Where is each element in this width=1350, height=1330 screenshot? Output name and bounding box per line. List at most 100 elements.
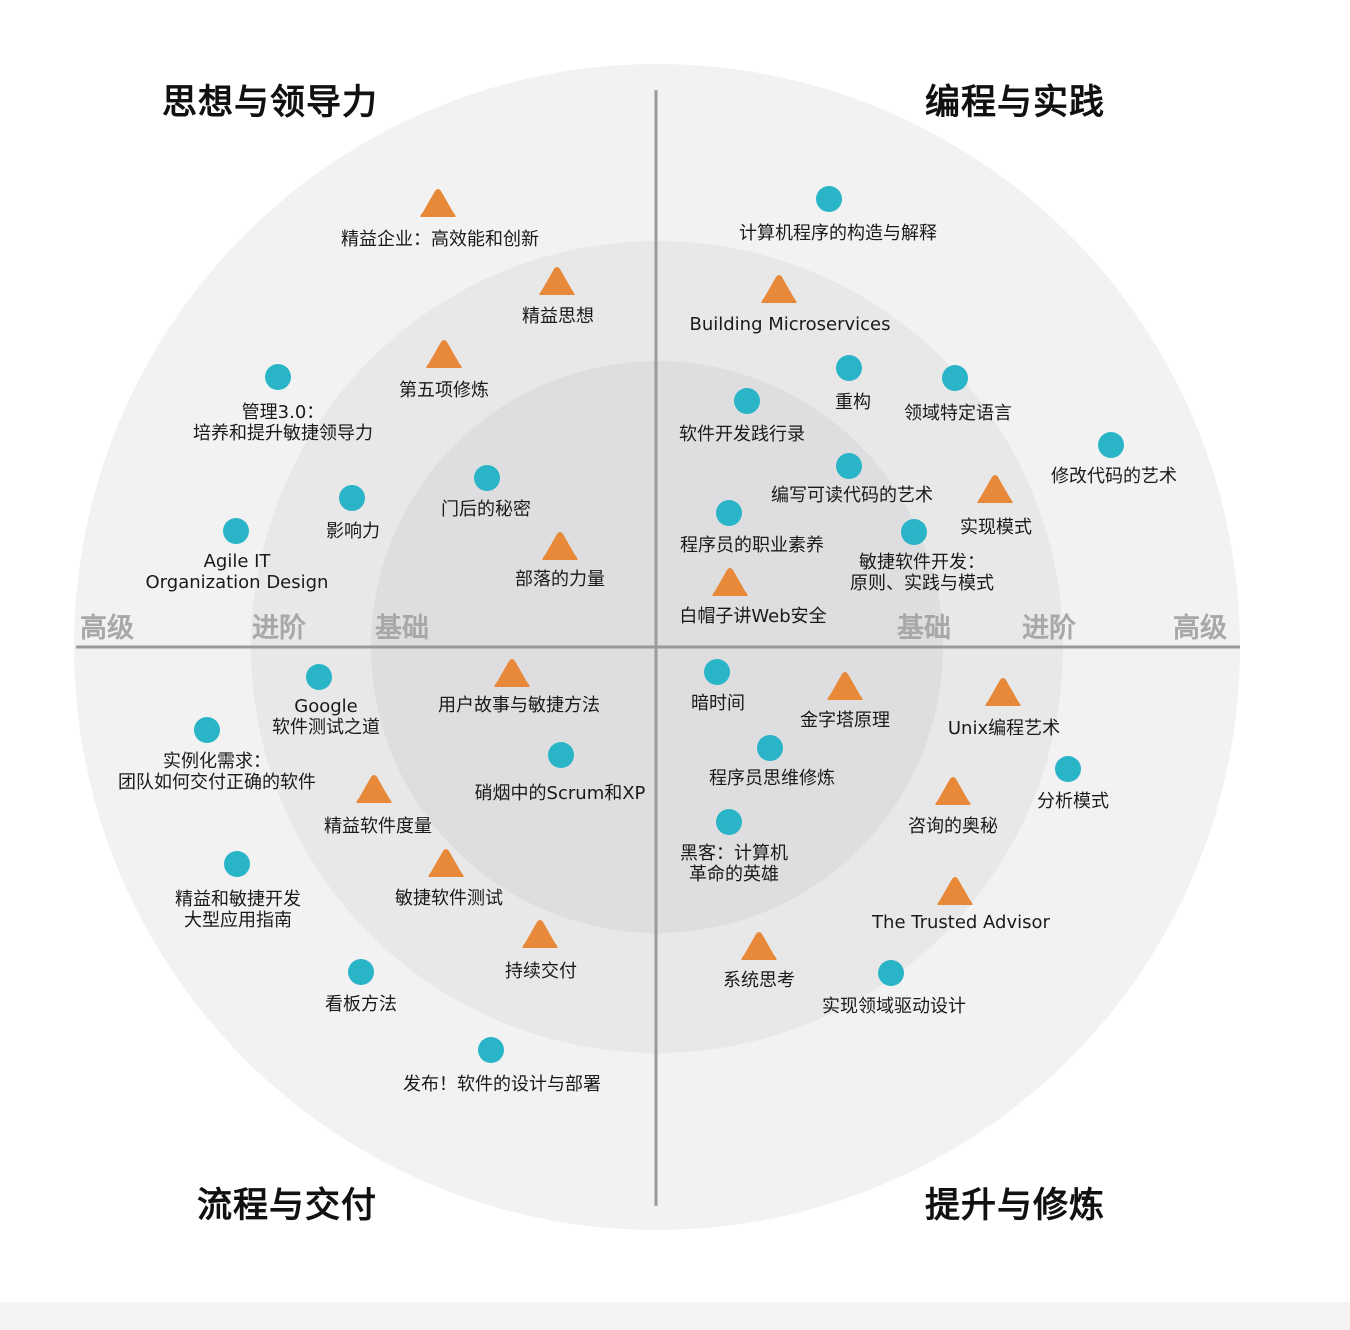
item-label: 大型应用指南	[184, 910, 292, 931]
item-kedu-daima: 编写可读代码的艺术	[771, 453, 933, 506]
triangle-marker-icon	[935, 777, 971, 805]
triangle-marker-icon	[426, 340, 462, 368]
item-label: 白帽子讲Web安全	[679, 606, 826, 627]
item-label: 计算机程序的构造与解释	[739, 223, 937, 244]
circle-marker-icon	[704, 659, 730, 685]
circle-marker-icon	[265, 364, 291, 390]
item-label: 持续交付	[505, 961, 577, 982]
item-building-microservices: Building Microservices	[689, 275, 891, 335]
item-label: 门后的秘密	[441, 499, 531, 520]
item-lingyu-yuyan: 领域特定语言	[904, 365, 1012, 424]
item-label: 发布！软件的设计与部署	[403, 1074, 601, 1095]
item-label: 实现模式	[960, 517, 1032, 538]
item-jingyi-sixiang: 精益思想	[522, 267, 594, 327]
item-menhou-mimi: 门后的秘密	[441, 465, 531, 520]
item-label: 分析模式	[1037, 791, 1109, 812]
item-label: 用户故事与敏捷方法	[438, 695, 600, 716]
triangle-marker-icon	[985, 678, 1021, 706]
item-label: 管理3.0：	[242, 402, 325, 423]
item-label: 影响力	[326, 521, 380, 542]
item-label: 暗时间	[691, 693, 745, 714]
item-label: 领域特定语言	[904, 403, 1012, 424]
item-label: 敏捷软件测试	[395, 888, 503, 909]
circle-marker-icon	[901, 519, 927, 545]
circle-marker-icon	[306, 664, 332, 690]
item-label: 咨询的奥秘	[908, 816, 998, 837]
item-label: 精益企业：高效能和创新	[341, 229, 539, 250]
item-fabu: 发布！软件的设计与部署	[403, 1037, 601, 1095]
item-label: Unix编程艺术	[948, 718, 1060, 739]
item-label: 看板方法	[325, 994, 397, 1015]
item-zixun-aomi: 咨询的奥秘	[908, 777, 998, 837]
item-label: 修改代码的艺术	[1051, 466, 1177, 487]
item-xiugai-daima: 修改代码的艺术	[1051, 432, 1177, 487]
circle-marker-icon	[224, 851, 250, 877]
quadrant-title-bottom-left: 流程与交付	[197, 1186, 378, 1226]
item-label: 软件开发践行录	[679, 424, 805, 445]
circle-marker-icon	[734, 388, 760, 414]
item-label: Building Microservices	[689, 314, 890, 335]
item-web-anquan: 白帽子讲Web安全	[679, 568, 827, 627]
item-minjie-kaifa: 敏捷软件开发：原则、实践与模式	[850, 519, 994, 594]
item-label: 培养和提升敏捷领导力	[193, 423, 373, 444]
circle-marker-icon	[816, 186, 842, 212]
item-label: 程序员的职业素养	[680, 535, 824, 556]
item-label: 金字塔原理	[800, 710, 890, 731]
item-label: The Trusted Advisor	[871, 912, 1050, 933]
quadrant-title-top-left: 思想与领导力	[162, 83, 379, 123]
quadrant-title-bottom-right: 提升与修炼	[925, 1186, 1106, 1226]
triangle-marker-icon	[712, 568, 748, 596]
bottom-strip	[0, 1302, 1350, 1330]
item-an-shijian: 暗时间	[691, 659, 745, 714]
ring-label-middle-left: 进阶	[252, 613, 306, 644]
item-shilihua-xuqiu: 实例化需求：团队如何交付正确的软件	[118, 717, 316, 793]
item-label: 实例化需求：	[163, 751, 271, 772]
item-unix: Unix编程艺术	[948, 678, 1060, 739]
item-label: 重构	[835, 392, 871, 413]
item-ddd: 实现领域驱动设计	[822, 960, 966, 1017]
circle-marker-icon	[1055, 756, 1081, 782]
item-zhiye-suyang: 程序员的职业素养	[680, 500, 824, 556]
item-sicp: 计算机程序的构造与解释	[739, 186, 937, 244]
circle-marker-icon	[716, 809, 742, 835]
item-chixu-jiaofu: 持续交付	[505, 920, 577, 982]
triangle-marker-icon	[522, 920, 558, 948]
item-chonggou: 重构	[835, 355, 871, 413]
item-label: 编写可读代码的艺术	[771, 485, 933, 506]
item-jingyi-duliang: 精益软件度量	[324, 775, 432, 837]
circle-marker-icon	[474, 465, 500, 491]
circle-marker-icon	[223, 518, 249, 544]
item-buluo-liliang: 部落的力量	[515, 532, 605, 590]
item-kanban: 看板方法	[325, 959, 397, 1015]
ring-label-outer-left: 高级	[80, 612, 134, 644]
item-label: 实现领域驱动设计	[822, 996, 966, 1017]
item-fenxi-moshi: 分析模式	[1037, 756, 1109, 812]
circle-marker-icon	[878, 960, 904, 986]
triangle-marker-icon	[428, 849, 464, 877]
item-label: Agile IT	[204, 551, 272, 572]
triangle-marker-icon	[539, 267, 575, 295]
ring-label-inner-right: 基础	[897, 613, 951, 644]
item-label: 精益软件度量	[324, 816, 432, 837]
item-label: 原则、实践与模式	[850, 573, 994, 594]
item-label: 精益和敏捷开发	[175, 889, 301, 910]
circle-marker-icon	[339, 485, 365, 511]
item-yingxiangli: 影响力	[326, 485, 380, 542]
circle-marker-icon	[836, 453, 862, 479]
item-yonghu-gushi: 用户故事与敏捷方法	[438, 659, 600, 716]
item-siwei-xiulian: 程序员思维修炼	[709, 735, 835, 789]
triangle-marker-icon	[494, 659, 530, 687]
item-label: 黑客：计算机	[680, 843, 788, 864]
circle-marker-icon	[548, 742, 574, 768]
item-label: 部落的力量	[515, 569, 605, 590]
item-label: 精益思想	[522, 306, 594, 327]
item-guanli-3: 管理3.0：培养和提升敏捷领导力	[193, 364, 373, 444]
circle-marker-icon	[1098, 432, 1124, 458]
triangle-marker-icon	[761, 275, 797, 303]
circle-marker-icon	[478, 1037, 504, 1063]
item-label: 敏捷软件开发：	[859, 552, 985, 573]
triangle-marker-icon	[420, 189, 456, 217]
circle-marker-icon	[836, 355, 862, 381]
